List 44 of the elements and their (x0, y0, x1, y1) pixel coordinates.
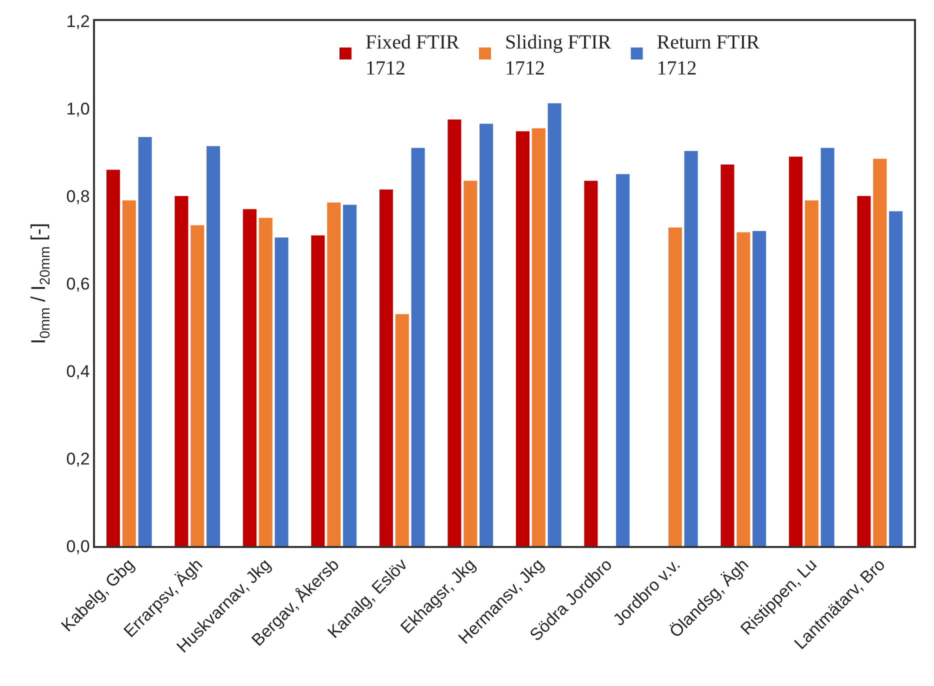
bar (138, 136, 152, 546)
bar (379, 189, 393, 546)
y-tick-label: 1,2 (66, 12, 90, 31)
bar (736, 232, 750, 546)
bar (516, 131, 530, 546)
legend-label: Return FTIR 1712 (656, 31, 760, 80)
bar (889, 211, 903, 546)
bar (122, 200, 136, 546)
y-tick-label: 0,8 (66, 186, 90, 206)
legend-label: Fixed FTIR 1712 (365, 31, 460, 80)
bar (857, 196, 871, 546)
bar (448, 119, 462, 546)
bar (174, 196, 188, 546)
bar (106, 170, 120, 546)
bar (395, 314, 409, 546)
bar (327, 202, 341, 546)
bar (242, 209, 256, 546)
bar (616, 174, 630, 546)
bar (480, 124, 494, 546)
bar (720, 164, 734, 546)
bar (684, 150, 698, 546)
bar (190, 225, 204, 546)
y-tick-label: 1,0 (66, 99, 90, 118)
legend-label: Sliding FTIR 1712 (505, 31, 612, 80)
bar (820, 148, 834, 546)
bar (804, 200, 818, 546)
y-tick-label: 0,4 (66, 362, 90, 381)
bar (788, 156, 802, 546)
bar (274, 238, 288, 546)
y-tick-label: 0,6 (66, 274, 90, 294)
y-tick-label: 0,2 (66, 449, 90, 468)
bar (311, 235, 325, 546)
bar (548, 103, 562, 546)
bar (752, 231, 766, 546)
bar (343, 204, 357, 546)
bar (668, 228, 682, 546)
bar (584, 180, 598, 546)
bar (411, 148, 425, 546)
bar (206, 146, 220, 546)
bar (873, 158, 887, 546)
bar (258, 218, 272, 546)
bar (532, 128, 546, 546)
bar (464, 180, 478, 546)
y-tick-label: 0,0 (66, 536, 90, 556)
